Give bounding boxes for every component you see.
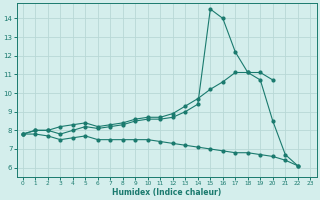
X-axis label: Humidex (Indice chaleur): Humidex (Indice chaleur): [112, 188, 221, 197]
